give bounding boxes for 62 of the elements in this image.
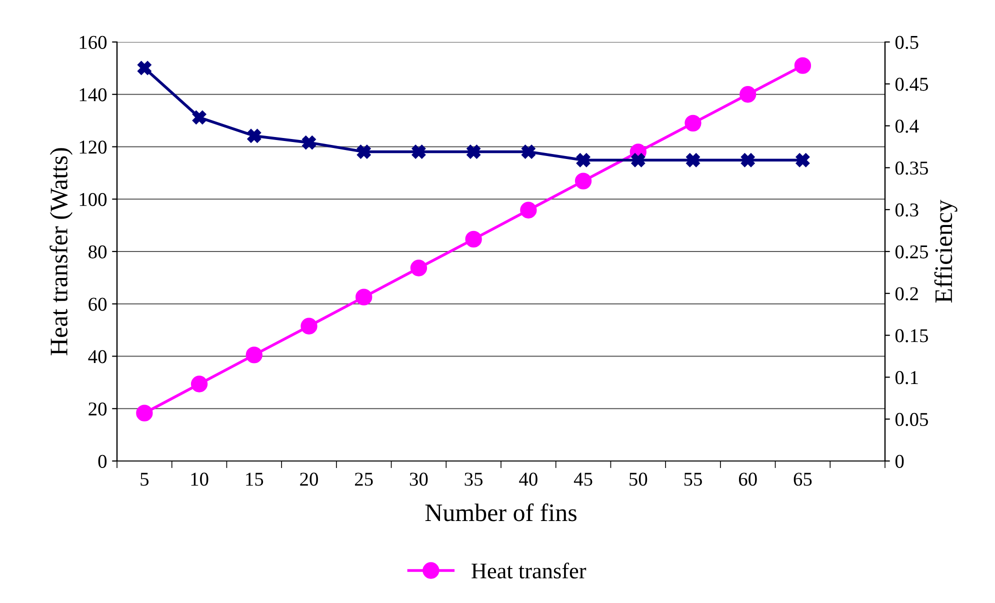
y2-tick-label: 0.2 [895,287,918,300]
point [302,136,316,150]
point [300,318,318,334]
point [684,114,702,132]
x-tick-label: 10 [191,472,208,486]
x-tick-label: 50 [630,472,648,486]
x-tick-label: 60 [738,472,757,486]
x-tick-label: 55 [684,472,702,486]
y-tick-label: 20 [88,402,107,416]
point [521,144,536,159]
y2-tick-label: 0.5 [895,36,918,50]
x-tick-label: 65 [794,472,812,486]
point [190,376,208,392]
x-tick-label: 25 [354,472,373,486]
point [137,61,152,75]
point [740,86,756,103]
point [574,172,592,190]
point [796,153,810,168]
y-axis-title: Heat transfer (Watts) [50,148,73,356]
point [466,144,481,159]
point [246,346,262,364]
y2-tick-label: 0.35 [895,162,928,175]
point [192,110,206,124]
y2-tick-label: 0.4 [895,120,919,133]
point [631,153,646,168]
point [794,57,812,74]
y-tick-label: 140 [80,88,107,102]
x-tick-label: 15 [246,472,264,486]
y2-tick-label: 0.3 [895,203,918,217]
y-tick-label: 40 [88,350,107,364]
point [247,128,262,143]
y2-tick-label: 0.1 [895,371,918,384]
y-tick-label: 60 [88,298,107,311]
x-tick-label: 20 [300,472,318,486]
legend-label: Heat transfer [472,562,586,578]
x-tick-label: 40 [519,472,538,486]
x-tick-label: 30 [410,472,428,486]
point [520,202,537,218]
y-tick-label: 80 [88,245,107,258]
x-tick-label: 5 [140,472,149,486]
y-tick-label: 120 [80,140,107,154]
point [465,230,482,248]
y2-tick-label: 0.45 [895,78,928,91]
point [136,404,153,422]
point [576,153,590,168]
point [686,153,700,168]
y2-tick-label: 0.15 [895,329,928,342]
x-axis-title: Number of fins [425,503,576,522]
point [740,153,755,168]
y2-axis-title: Efficiency [934,200,958,303]
y-tick-label: 0 [98,454,107,468]
point [356,288,372,306]
point [410,260,428,276]
x-tick-label: 45 [574,472,592,486]
y-tick-label: 100 [80,192,107,206]
y2-tick-label: 0 [895,454,904,468]
y2-tick-label: 0.25 [895,245,928,259]
point [412,144,426,159]
point [356,144,371,159]
y2-tick-label: 0.05 [895,412,928,426]
x-tick-label: 35 [464,472,483,486]
y-tick-label: 160 [80,36,107,49]
